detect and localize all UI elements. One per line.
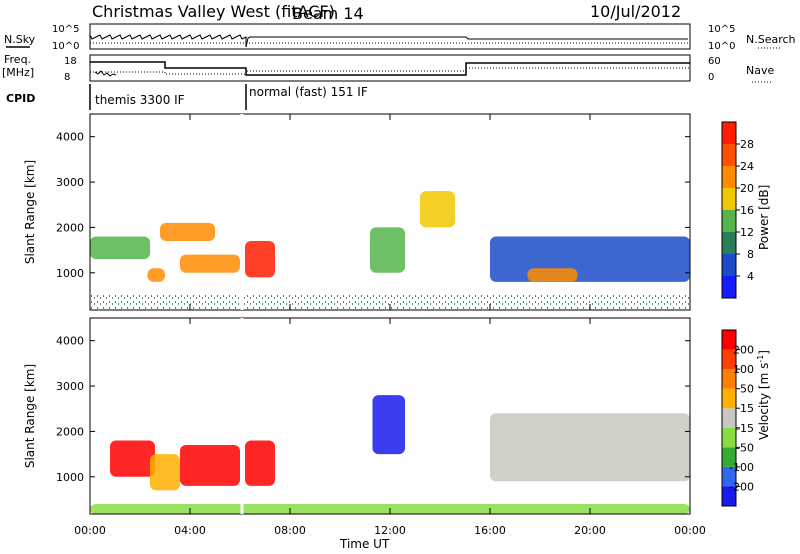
freq-unit: [MHz] bbox=[2, 66, 34, 79]
power-colorbar-segment bbox=[722, 144, 736, 166]
velocity-colorbar-segment bbox=[722, 369, 736, 389]
nsearch-tick-top: 10^5 bbox=[708, 24, 735, 35]
velocity-colorbar-segment bbox=[722, 388, 736, 409]
nsky-panel: N.Sky 10^5 10^0 10^5 10^0 N.Search bbox=[4, 23, 796, 52]
cpid-label: CPID bbox=[6, 92, 35, 105]
x-tick-label: 00:00 bbox=[674, 524, 706, 537]
power-scatter-region bbox=[527, 268, 578, 282]
y-tick-label: 1000 bbox=[56, 471, 84, 484]
velocity-colorbar-segment bbox=[722, 447, 736, 467]
nave-label: Nave bbox=[746, 64, 774, 77]
freq-label: Freq. bbox=[4, 53, 31, 66]
x-tick-label: 00:00 bbox=[74, 524, 106, 537]
velocity-scatter-region bbox=[150, 454, 180, 491]
nave-tick-top: 60 bbox=[708, 56, 721, 67]
velocity-colorbar-segment bbox=[722, 349, 736, 370]
colorbar-tick-label: 15 bbox=[740, 402, 754, 415]
velocity-colorbar-segment bbox=[722, 408, 736, 428]
x-tick-label: 20:00 bbox=[574, 524, 606, 537]
x-axis-label: Time UT bbox=[339, 537, 390, 551]
x-tick-label: 12:00 bbox=[374, 524, 406, 537]
cpid-mode-1: themis 3300 IF bbox=[95, 93, 185, 107]
colorbar-tick-label: 8 bbox=[747, 248, 754, 261]
power-colorbar-segment bbox=[722, 276, 736, 298]
power-colorbar-segment bbox=[722, 166, 736, 188]
power-scatter-region bbox=[90, 236, 150, 260]
colorbar-tick-label: -200 bbox=[729, 480, 754, 493]
velocity-colorbar: 200 100 50 15 -15 -50 -100 -200 Velocity [m s-1… bbox=[721, 329, 771, 507]
freq-tick-top: 18 bbox=[64, 56, 77, 67]
velocity-scatter-region bbox=[490, 413, 690, 482]
velocity-colorbar-segment bbox=[722, 466, 736, 487]
colorbar-tick-label: 12 bbox=[740, 226, 754, 239]
power-scatter-region bbox=[245, 241, 275, 278]
nave-trace bbox=[90, 67, 690, 75]
colorbar-tick-label: 24 bbox=[740, 160, 754, 173]
y-tick-label: 2000 bbox=[56, 221, 84, 234]
nsky-label: N.Sky bbox=[4, 33, 36, 46]
power-scatter-region bbox=[147, 268, 165, 282]
freq-tick-bottom: 8 bbox=[64, 72, 70, 83]
y-tick-label: 4000 bbox=[56, 335, 84, 348]
velocity-scatter-region bbox=[372, 395, 405, 455]
velocity-scatter-region bbox=[245, 440, 275, 486]
nsearch-label: N.Search bbox=[746, 33, 796, 46]
colorbar-tick-label: 4 bbox=[747, 270, 754, 283]
colorbar-tick-label: 50 bbox=[740, 383, 754, 396]
power-colorbar-segment bbox=[722, 122, 736, 144]
x-tick-label: 08:00 bbox=[274, 524, 306, 537]
velocity-scatter-region bbox=[180, 445, 240, 486]
nsky-tick-bottom: 10^0 bbox=[52, 41, 79, 52]
power-colorbar-title: Power [dB] bbox=[757, 185, 771, 250]
y-tick-label: 3000 bbox=[56, 380, 84, 393]
power-scatter-region bbox=[160, 222, 215, 242]
power-colorbar-segment bbox=[722, 210, 736, 232]
power-panel bbox=[89, 113, 691, 311]
power-colorbar-segment bbox=[722, 188, 736, 210]
freq-trace bbox=[90, 61, 690, 76]
nsky-trace bbox=[89, 34, 688, 48]
velocity-colorbar-segment bbox=[722, 330, 736, 350]
y-tick-label: 2000 bbox=[56, 425, 84, 438]
colorbar-tick-label: -100 bbox=[729, 461, 754, 474]
colorbar-tick-label: -15 bbox=[736, 422, 754, 435]
cpid-mode-2: normal (fast) 151 IF bbox=[249, 85, 368, 99]
freq-noise bbox=[94, 70, 117, 77]
y-axis-label: Slant Range [km] bbox=[23, 160, 37, 264]
y-tick-label: 3000 bbox=[56, 176, 84, 189]
colorbar-tick-label: 16 bbox=[740, 204, 754, 217]
velocity-colorbar-segment bbox=[722, 486, 736, 506]
colorbar-tick-label: 100 bbox=[733, 363, 754, 376]
beam-label: Beam 14 bbox=[292, 4, 364, 23]
y-tick-label: 1000 bbox=[56, 267, 84, 280]
nave-tick-bottom: 0 bbox=[708, 72, 714, 83]
colorbar-tick-label: 28 bbox=[740, 138, 754, 151]
velocity-colorbar-title: Velocity [m s-1] bbox=[756, 350, 771, 440]
power-scatter-region bbox=[370, 227, 405, 273]
x-tick-label: 04:00 bbox=[174, 524, 206, 537]
colorbar-tick-label: 20 bbox=[740, 182, 754, 195]
power-colorbar: 4 8 12 16 20 24 28 Power [dB] bbox=[721, 121, 771, 299]
colorbar-tick-label: -50 bbox=[736, 441, 754, 454]
y-axis-label: Slant Range [km] bbox=[23, 364, 37, 468]
y-tick-label: 4000 bbox=[56, 131, 84, 144]
x-tick-label: 16:00 bbox=[474, 524, 506, 537]
date-label: 10/Jul/2012 bbox=[590, 2, 681, 21]
cpid-panel: CPID themis 3300 IF normal (fast) 151 IF bbox=[6, 84, 368, 110]
power-scatter-region bbox=[420, 191, 455, 228]
power-colorbar-segment bbox=[722, 232, 736, 254]
velocity-colorbar-segment bbox=[722, 427, 736, 448]
power-colorbar-segment bbox=[722, 254, 736, 276]
nsearch-tick-bottom: 10^0 bbox=[708, 41, 735, 52]
velocity-scatter-region bbox=[110, 440, 155, 477]
colorbar-frame bbox=[721, 329, 737, 507]
power-scatter-region bbox=[490, 236, 690, 282]
plot-title: Christmas Valley West (fitACF) bbox=[92, 2, 335, 21]
nsky-tick-top: 10^5 bbox=[52, 24, 79, 35]
power-scatter-region bbox=[180, 254, 240, 273]
freq-panel: Freq. [MHz] 18 8 60 0 Nave bbox=[2, 53, 774, 83]
colorbar-tick-label: 200 bbox=[733, 344, 754, 357]
velocity-panel bbox=[89, 317, 691, 515]
